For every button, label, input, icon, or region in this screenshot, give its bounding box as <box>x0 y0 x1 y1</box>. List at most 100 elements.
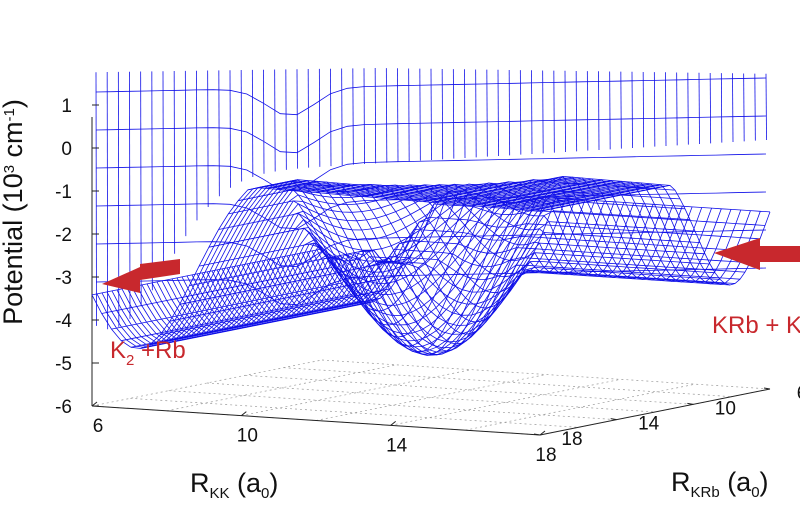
base-grid-line <box>465 383 696 431</box>
left-channel-label: K2 +Rb <box>110 337 186 369</box>
surface-line <box>161 183 611 335</box>
wall-line <box>720 73 723 143</box>
wall-line <box>229 70 231 188</box>
y-tick-label: 18 <box>561 429 582 450</box>
y-tick-mark <box>687 402 694 405</box>
base-grid-line <box>241 369 472 417</box>
wall-line <box>609 71 611 150</box>
wall-line <box>464 69 466 159</box>
surface-line <box>91 187 541 349</box>
wall-line <box>598 71 600 151</box>
wall-line <box>586 71 589 151</box>
left-arrow-icon <box>102 259 180 293</box>
wall-line <box>754 73 756 141</box>
right-channel-label: KRb + K <box>712 312 800 339</box>
y-tick-mark <box>763 387 771 390</box>
wall-line <box>497 69 499 157</box>
surface-line <box>106 184 556 346</box>
wall-line <box>508 69 511 156</box>
surface-line <box>101 185 551 347</box>
y-tick-label: 14 <box>638 414 660 435</box>
wall-line <box>452 69 455 159</box>
surface-line <box>176 182 626 332</box>
wall-line <box>765 73 767 141</box>
surface-line <box>216 176 666 335</box>
wall-line <box>207 70 209 208</box>
wall-line <box>542 70 544 154</box>
surface-line <box>306 228 756 306</box>
surface-line <box>221 175 671 342</box>
wall-line <box>106 72 109 330</box>
x-tick-mark <box>241 411 247 417</box>
y-tick-labels: 6 10 14 18 <box>533 383 800 450</box>
x-tick-label: 18 <box>535 445 556 466</box>
wall-contour-line <box>95 191 767 230</box>
x-axis-line <box>91 405 541 436</box>
surface-line <box>251 232 701 353</box>
surface-line <box>256 242 706 349</box>
wall-line <box>352 68 354 165</box>
x-tick-label: 14 <box>386 435 408 456</box>
surface-line <box>257 179 488 347</box>
z-tick-label: -4 <box>55 311 72 332</box>
wall-line <box>296 69 298 169</box>
wall-line <box>173 71 176 254</box>
surface-line <box>126 180 576 342</box>
surface-line <box>241 210 691 356</box>
wall-line <box>307 69 310 168</box>
wall-line <box>117 71 120 327</box>
surface-line <box>171 183 621 333</box>
surface-line <box>281 256 731 311</box>
z-tick-label: -5 <box>55 354 72 375</box>
z-tick-label: -1 <box>55 182 72 203</box>
wall-line <box>620 71 622 149</box>
wall-line <box>184 70 187 237</box>
wall-line <box>486 69 488 157</box>
wall-line <box>251 69 254 178</box>
surface-line <box>201 179 651 327</box>
wall-line <box>441 68 444 160</box>
wall-line <box>385 68 388 163</box>
surface-line <box>116 182 566 344</box>
wall-line <box>419 68 421 161</box>
wall-line <box>687 72 689 145</box>
back-wall-grid <box>95 68 767 330</box>
wall-line <box>475 69 477 158</box>
wall-line <box>263 69 265 174</box>
wall-line <box>95 72 97 326</box>
surface-line <box>156 184 606 336</box>
z-tick-label: -3 <box>55 268 72 289</box>
wall-contour-line <box>95 153 767 192</box>
x-tick-mark <box>539 430 546 436</box>
z-axis-title: Potential (103 cm-1) <box>0 99 28 325</box>
surface-line <box>136 180 586 340</box>
x-tick-label: 6 <box>93 416 104 437</box>
surface-line <box>246 221 696 356</box>
y-tick-label: 10 <box>715 398 736 419</box>
y-tick-mark <box>610 418 617 421</box>
x-axis-title: RKK (a0) <box>190 468 278 502</box>
z-tick-label: 1 <box>61 96 72 117</box>
surface-line <box>121 181 571 343</box>
wall-line <box>631 71 633 149</box>
y-tick-mark <box>533 433 541 436</box>
wall-line <box>397 68 399 163</box>
wall-line <box>162 71 164 273</box>
x-tick-mark <box>91 401 98 407</box>
wall-line <box>575 70 578 152</box>
z-tick-label: -6 <box>55 397 72 418</box>
x-tick-labels: 6 10 14 18 <box>91 401 557 466</box>
wall-line <box>698 72 700 145</box>
surface-line <box>211 177 661 326</box>
wall-line <box>743 73 745 142</box>
surface-line <box>181 182 631 331</box>
surface-line <box>236 200 686 355</box>
wall-contour-line <box>95 115 767 154</box>
wall-line <box>642 71 645 148</box>
wall-line <box>374 68 377 164</box>
wall-line <box>274 69 276 172</box>
wall-line <box>553 70 555 153</box>
wall-line <box>430 68 432 161</box>
y-axis-title: RKRb (a0) <box>671 467 769 501</box>
